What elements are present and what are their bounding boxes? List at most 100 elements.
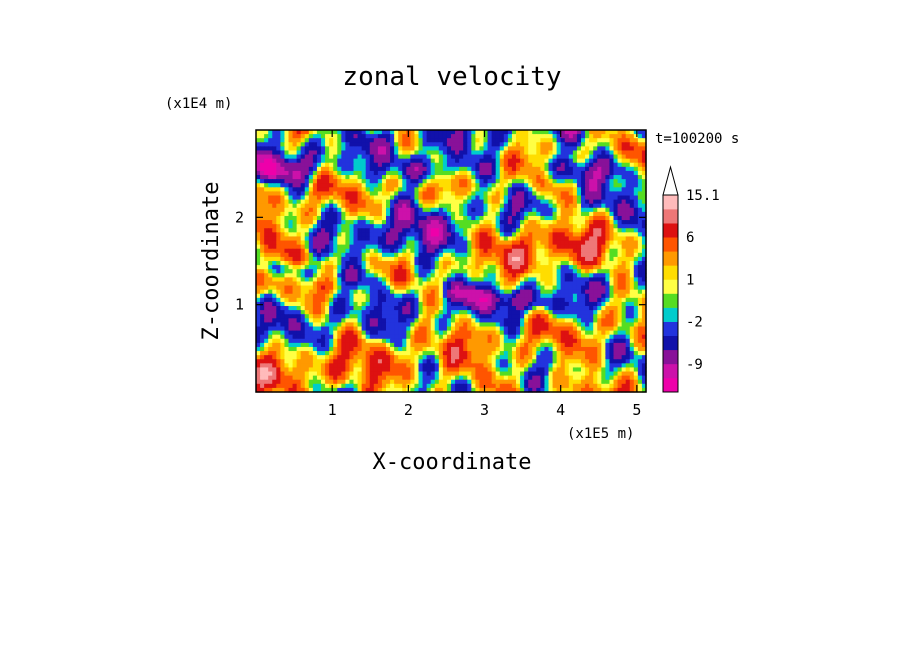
heatmap-cell xyxy=(475,199,481,205)
heatmap-cell xyxy=(361,314,367,319)
heatmap-cell xyxy=(312,134,318,139)
heatmap-cell xyxy=(556,306,562,311)
heatmap-cell xyxy=(304,158,310,164)
heatmap-cell xyxy=(390,289,395,295)
heatmap-cell xyxy=(597,224,602,229)
heatmap-cell xyxy=(377,228,383,233)
heatmap-cell xyxy=(601,228,606,233)
heatmap-cell xyxy=(284,252,290,258)
heatmap-cell xyxy=(296,179,302,184)
heatmap-cell xyxy=(300,211,306,217)
heatmap-cell xyxy=(471,273,476,278)
heatmap-cell xyxy=(483,252,489,258)
heatmap-cell xyxy=(398,269,403,274)
heatmap-cell xyxy=(446,170,452,176)
heatmap-cell xyxy=(377,265,383,270)
heatmap-cell xyxy=(410,175,416,180)
heatmap-cell xyxy=(304,179,310,184)
heatmap-cell xyxy=(337,297,342,303)
heatmap-cell xyxy=(394,146,399,152)
heatmap-cell xyxy=(438,203,444,209)
heatmap-cell xyxy=(572,261,578,266)
heatmap-cell xyxy=(625,154,631,160)
heatmap-cell xyxy=(576,322,582,328)
heatmap-cell xyxy=(467,158,472,164)
heatmap-cell xyxy=(434,150,440,156)
heatmap-cell xyxy=(499,232,505,238)
heatmap-cell xyxy=(329,297,334,303)
heatmap-cell xyxy=(499,248,505,254)
heatmap-cell xyxy=(459,211,464,217)
heatmap-cell xyxy=(609,179,615,184)
heatmap-cell xyxy=(564,170,570,176)
heatmap-cell xyxy=(507,207,513,213)
heatmap-cell xyxy=(585,130,590,135)
heatmap-cell xyxy=(292,150,298,156)
heatmap-cell xyxy=(422,326,428,332)
heatmap-cell xyxy=(605,162,611,168)
heatmap-cell xyxy=(528,310,533,315)
heatmap-cell xyxy=(511,293,517,299)
heatmap-cell xyxy=(507,150,513,156)
heatmap-cell xyxy=(390,199,395,205)
heatmap-cell xyxy=(369,301,375,307)
heatmap-cell xyxy=(641,285,647,291)
heatmap-cell xyxy=(576,187,582,192)
heatmap-cell xyxy=(605,220,611,225)
heatmap-cell xyxy=(463,334,468,340)
heatmap-cell xyxy=(572,134,578,139)
heatmap-cell xyxy=(487,232,493,238)
heatmap-cell xyxy=(426,314,432,319)
heatmap-cell xyxy=(260,281,265,287)
heatmap-cell xyxy=(321,232,326,238)
heatmap-cell xyxy=(434,285,440,291)
heatmap-cell xyxy=(576,240,582,246)
heatmap-cell xyxy=(536,175,541,180)
heatmap-cell xyxy=(321,256,326,262)
heatmap-cell xyxy=(333,134,338,139)
heatmap-cell xyxy=(463,211,468,217)
heatmap-cell xyxy=(641,179,647,184)
heatmap-cell xyxy=(414,314,420,319)
heatmap-cell xyxy=(349,252,355,258)
heatmap-cell xyxy=(365,142,371,147)
heatmap-cell xyxy=(593,314,598,319)
heatmap-cell xyxy=(365,130,371,135)
heatmap-cell xyxy=(438,170,444,176)
heatmap-cell xyxy=(438,301,444,307)
heatmap-cell xyxy=(276,187,281,192)
heatmap-cell xyxy=(357,269,363,274)
heatmap-cell xyxy=(621,330,627,336)
heatmap-cell xyxy=(406,301,411,307)
heatmap-cell xyxy=(304,248,310,254)
heatmap-cell xyxy=(446,203,452,209)
heatmap-cell xyxy=(451,211,456,217)
heatmap-cell xyxy=(629,248,635,254)
heatmap-cell xyxy=(463,326,468,332)
heatmap-cell xyxy=(483,248,489,254)
heatmap-cell xyxy=(308,170,314,176)
heatmap-cell xyxy=(605,334,611,340)
heatmap-cell xyxy=(260,179,265,184)
heatmap-cell xyxy=(398,134,403,139)
heatmap-cell xyxy=(601,191,606,197)
heatmap-cell xyxy=(491,322,497,328)
heatmap-cell xyxy=(585,187,590,192)
heatmap-cell xyxy=(637,170,643,176)
heatmap-cell xyxy=(386,326,391,332)
heatmap-cell xyxy=(613,170,619,176)
heatmap-cell xyxy=(284,154,290,160)
heatmap-cell xyxy=(442,289,448,295)
heatmap-cell xyxy=(499,338,505,344)
heatmap-cell xyxy=(601,179,606,184)
heatmap-cell xyxy=(459,314,464,319)
heatmap-cell xyxy=(414,330,420,336)
heatmap-cell xyxy=(568,285,574,291)
heatmap-cell xyxy=(499,306,505,311)
heatmap-cell xyxy=(544,314,550,319)
heatmap-cell xyxy=(495,273,501,278)
heatmap-cell xyxy=(357,175,363,180)
heatmap-cell xyxy=(609,203,615,209)
heatmap-cell xyxy=(418,203,424,209)
heatmap-cell xyxy=(629,228,635,233)
